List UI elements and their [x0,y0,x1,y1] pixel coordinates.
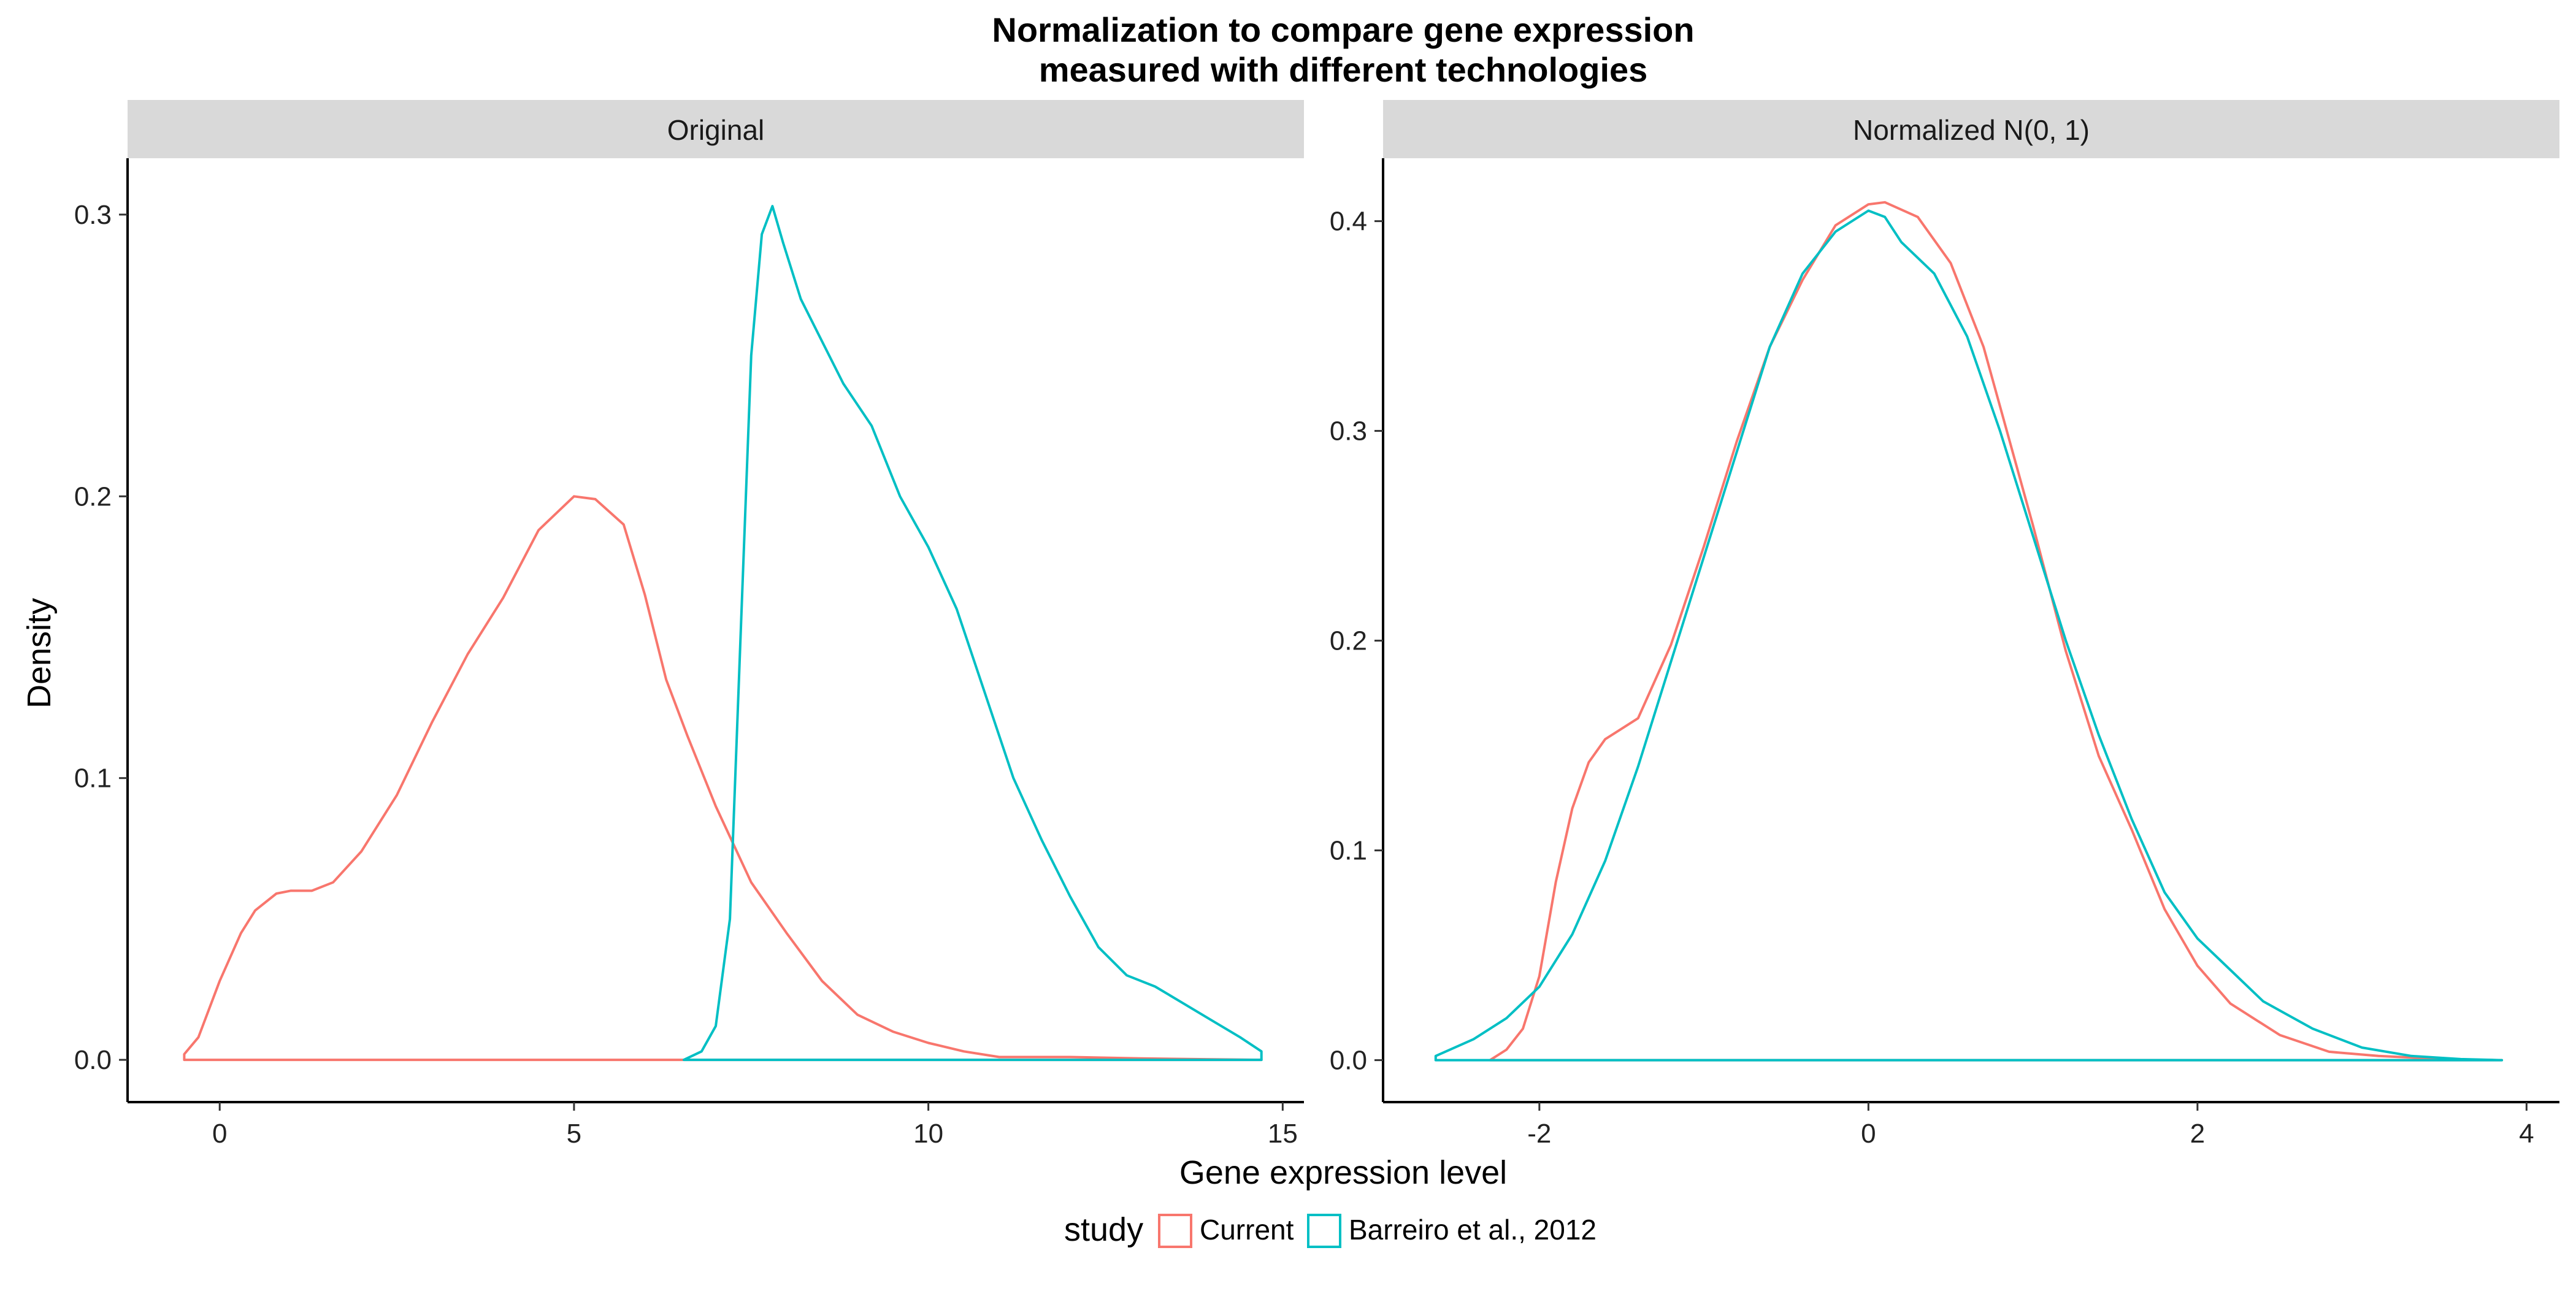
x-tick-label: 0 [1861,1119,1876,1149]
panel-2: Normalized N(0, 1) 0.0 0.1 0.2 0.3 0.4 -2 0 2 4 [1330,100,2559,1149]
y-tick-label: 0.0 [74,1045,112,1075]
x-tick-label: 2 [2190,1119,2205,1149]
facet-strip [128,100,1304,158]
legend-title: study [1064,1211,1143,1248]
density-line-barreiro-et-al-2012 [683,205,1263,1062]
y-tick-label: 0.1 [74,764,112,794]
facet-strip [1383,100,2559,158]
y-tick-label: 0.4 [1330,207,1367,237]
y-tick-label: 0.1 [1330,836,1367,866]
legend: study Current Barreiro et al., 2012 [1064,1211,1597,1248]
density-line-barreiro-et-al-2012 [1434,209,2504,1062]
panels-layer: Original 0.0 0.1 0.2 0.3 0 5 10 15 Normalized N(0… [74,100,2559,1149]
facet-strip-label: Original [667,114,765,146]
density-line-current [1489,201,2504,1062]
x-tick-label: 15 [1268,1119,1298,1149]
x-tick-label: 5 [567,1119,581,1149]
chart-title: Normalization to compare gene expression [992,10,1694,49]
chart-title-line-2: measured with different technologies [1039,50,1648,89]
legend-key-current [1158,1214,1192,1248]
x-tick-label: 10 [913,1119,943,1149]
facet-strip-label: Normalized N(0, 1) [1853,114,2090,146]
legend-label: Current [1200,1214,1294,1246]
y-axis-title: Density [21,598,58,708]
y-tick-label: 0.3 [74,200,112,230]
legend-key-barreiro-et-al-2012 [1307,1214,1341,1248]
y-tick-label: 0.2 [74,481,112,511]
y-tick-label: 0.3 [1330,416,1367,446]
legend-label: Barreiro et al., 2012 [1349,1214,1597,1246]
y-tick-label: 0.0 [1330,1046,1367,1076]
x-tick-label: -2 [1527,1119,1551,1149]
panel-1: Original 0.0 0.1 0.2 0.3 0 5 10 15 [74,100,1304,1149]
x-tick-label: 0 [212,1119,227,1149]
density-line-current [183,495,1263,1062]
x-tick-label: 4 [2519,1119,2534,1149]
y-tick-label: 0.2 [1330,626,1367,656]
x-axis-title: Gene expression level [1179,1154,1507,1191]
